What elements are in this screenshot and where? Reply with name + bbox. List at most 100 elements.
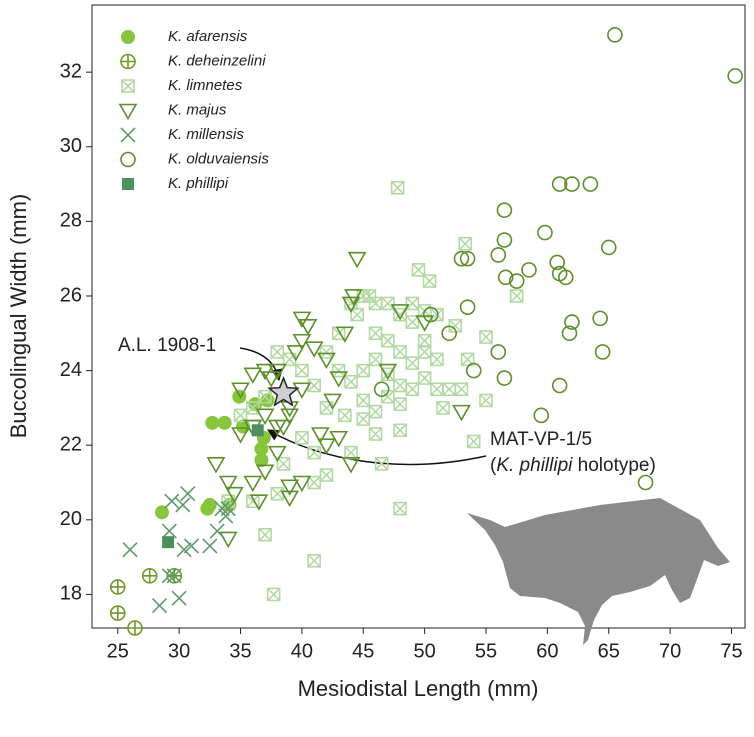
point-part (171, 590, 187, 606)
point (319, 468, 334, 482)
point (280, 490, 299, 508)
point-part (258, 527, 272, 542)
point-part (374, 457, 389, 471)
point-part (270, 345, 285, 359)
point-part (218, 508, 234, 524)
point (459, 250, 476, 267)
point-part (307, 446, 321, 460)
point (356, 393, 371, 408)
point-part (344, 289, 363, 306)
point (368, 352, 383, 367)
point (430, 382, 444, 397)
legend-marker (120, 151, 136, 168)
legend-marker (120, 53, 136, 70)
point-part (110, 579, 125, 594)
point (344, 289, 363, 306)
point (231, 427, 250, 444)
point-part (276, 457, 291, 471)
point (206, 457, 226, 474)
point (344, 445, 358, 460)
point (317, 438, 336, 455)
point-part (255, 408, 275, 425)
point (356, 412, 371, 426)
point-part (280, 479, 299, 496)
point-part (418, 345, 432, 359)
point (637, 474, 654, 491)
x-tick-label: 25 (107, 640, 129, 662)
point (307, 475, 321, 490)
point (465, 362, 482, 379)
point-part (436, 401, 450, 415)
point (292, 382, 312, 399)
point-part (356, 364, 370, 378)
point-part (452, 404, 471, 422)
point (362, 289, 377, 303)
point-part (521, 262, 537, 278)
point-part (564, 314, 580, 330)
point (496, 232, 513, 248)
point-part (405, 356, 420, 370)
point-part (393, 423, 407, 437)
annotation-part: ( (490, 455, 497, 476)
point (393, 397, 407, 411)
point (390, 304, 410, 321)
point (490, 344, 507, 360)
point (261, 371, 281, 388)
point (295, 363, 309, 378)
point-part (267, 587, 281, 601)
y-tick-label: 30 (60, 135, 82, 157)
point-part (295, 363, 309, 378)
x-tick-label: 35 (229, 640, 251, 662)
point-part (378, 363, 398, 381)
point-part (496, 370, 513, 386)
point (405, 382, 420, 397)
point-part (479, 393, 493, 408)
point-part (267, 445, 287, 463)
point-part (368, 352, 383, 366)
point-part (180, 486, 196, 502)
point (266, 587, 281, 602)
point-part (393, 397, 407, 411)
plot-frame (91, 4, 746, 629)
point-part (341, 457, 361, 474)
point-part (218, 475, 238, 493)
point (347, 251, 367, 269)
point (258, 389, 272, 404)
point-part (341, 296, 361, 314)
point-part (356, 412, 370, 426)
point (341, 296, 361, 314)
point-part (508, 273, 525, 289)
point (393, 501, 407, 516)
point-part (258, 389, 272, 404)
point-part (458, 236, 472, 251)
legend-marker (121, 79, 135, 93)
y-tick-label: 20 (60, 508, 82, 530)
point (453, 250, 470, 267)
point-part (270, 345, 284, 359)
point (276, 457, 291, 471)
point (607, 27, 623, 43)
point-part (266, 587, 281, 602)
legend-marker-part (121, 30, 135, 44)
point (452, 404, 471, 422)
point (307, 378, 321, 393)
point (218, 531, 238, 549)
point-part (459, 299, 476, 315)
point-part (496, 202, 513, 218)
point (508, 273, 525, 289)
point-part (727, 68, 743, 84)
star-marker (267, 375, 300, 407)
legend-marker-part (121, 54, 135, 69)
point-part (393, 345, 407, 359)
point (430, 352, 444, 367)
point-part (350, 308, 364, 322)
point-part (254, 453, 269, 468)
point-part (319, 345, 334, 359)
legend-marker-part (118, 103, 138, 121)
point-part (202, 538, 218, 554)
point-part (205, 415, 220, 430)
point (310, 427, 330, 444)
point-part (442, 382, 456, 396)
point (270, 486, 285, 501)
point-part (393, 502, 407, 516)
